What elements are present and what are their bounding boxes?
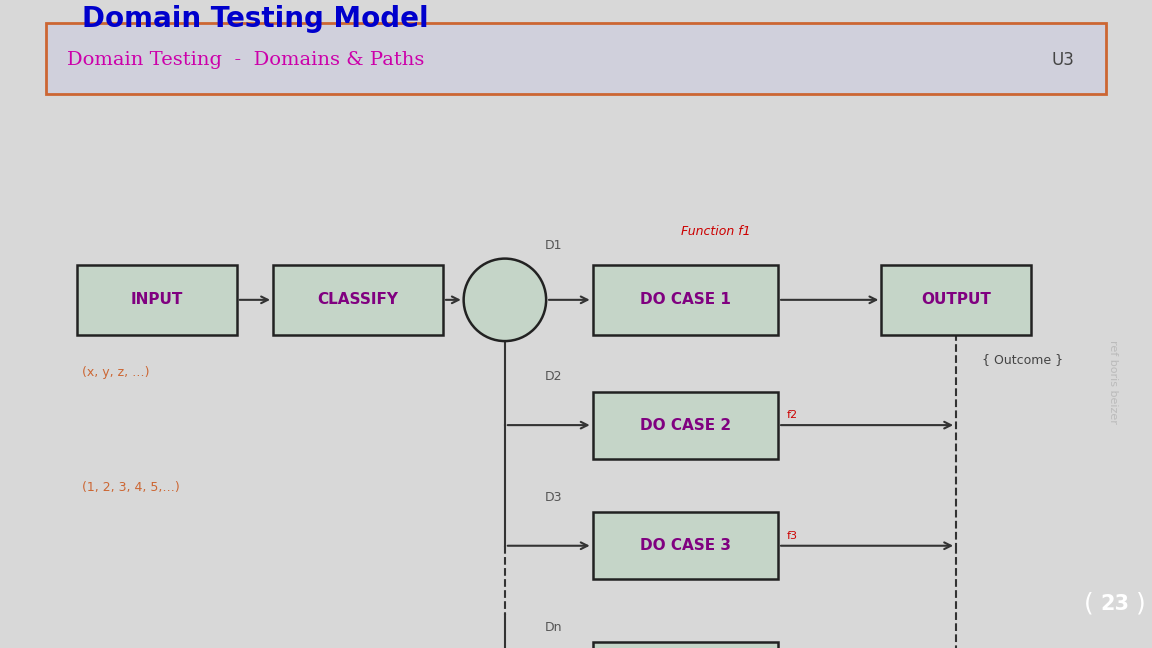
Text: 23: 23 — [1100, 594, 1129, 614]
Text: INPUT: INPUT — [130, 292, 183, 307]
Bar — [881, 265, 1031, 335]
Text: ref boris beizer: ref boris beizer — [1108, 340, 1119, 424]
Bar — [592, 265, 778, 335]
Bar — [273, 265, 444, 335]
Bar — [77, 265, 237, 335]
Circle shape — [463, 259, 546, 341]
Text: D1: D1 — [545, 239, 562, 253]
Text: Dn: Dn — [545, 621, 562, 634]
Text: f2: f2 — [787, 410, 797, 420]
Text: (1, 2, 3, 4, 5,…): (1, 2, 3, 4, 5,…) — [82, 481, 180, 494]
Bar — [592, 391, 778, 459]
Text: (x, y, z, …): (x, y, z, …) — [82, 366, 150, 379]
Text: { Outcome }: { Outcome } — [982, 353, 1063, 366]
Text: OUTPUT: OUTPUT — [922, 292, 991, 307]
Text: f3: f3 — [787, 531, 797, 540]
Text: ): ) — [1136, 592, 1145, 616]
Text: DO CASE 3: DO CASE 3 — [639, 538, 730, 553]
Bar — [592, 512, 778, 579]
Text: Function f1: Function f1 — [682, 225, 751, 238]
Text: U3: U3 — [1052, 51, 1074, 69]
Text: (: ( — [1084, 592, 1093, 616]
Text: DO CASE 2: DO CASE 2 — [639, 417, 730, 433]
Bar — [592, 642, 778, 648]
Text: Domain Testing  -  Domains & Paths: Domain Testing - Domains & Paths — [67, 51, 425, 69]
Text: D3: D3 — [545, 491, 562, 504]
Text: D2: D2 — [545, 371, 562, 384]
Text: DO CASE 1: DO CASE 1 — [639, 292, 730, 307]
Text: CLASSIFY: CLASSIFY — [318, 292, 399, 307]
Text: Domain Testing Model: Domain Testing Model — [82, 5, 429, 33]
